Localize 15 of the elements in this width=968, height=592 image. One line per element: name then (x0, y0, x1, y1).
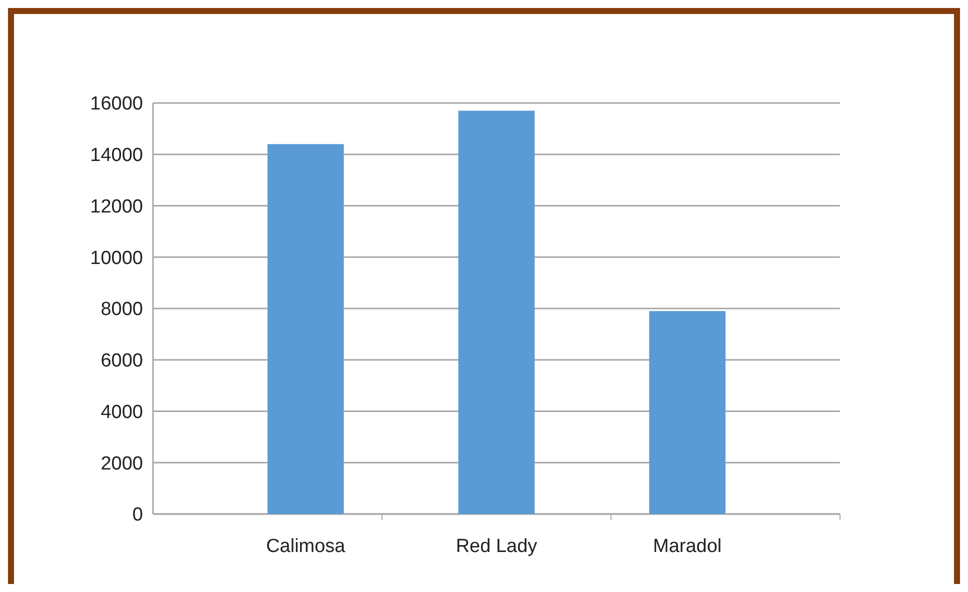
x-tick-label: Maradol (653, 536, 722, 557)
y-tick-label: 16000 (90, 94, 143, 115)
y-tick-label: 12000 (90, 196, 143, 218)
y-tick-label: 0 (132, 504, 143, 526)
bar (458, 110, 535, 514)
x-tick-label: Red Lady (456, 536, 538, 557)
y-tick-label: 4000 (100, 402, 143, 423)
y-tick-label: 8000 (100, 299, 143, 320)
y-tick-label: 10000 (90, 248, 143, 269)
bar (649, 311, 726, 514)
bar (268, 144, 344, 514)
y-tick-label: 2000 (100, 453, 143, 474)
y-tick-label: 6000 (100, 350, 143, 372)
x-tick-label: Calimosa (266, 536, 346, 557)
y-tick-label: 14000 (90, 145, 143, 166)
